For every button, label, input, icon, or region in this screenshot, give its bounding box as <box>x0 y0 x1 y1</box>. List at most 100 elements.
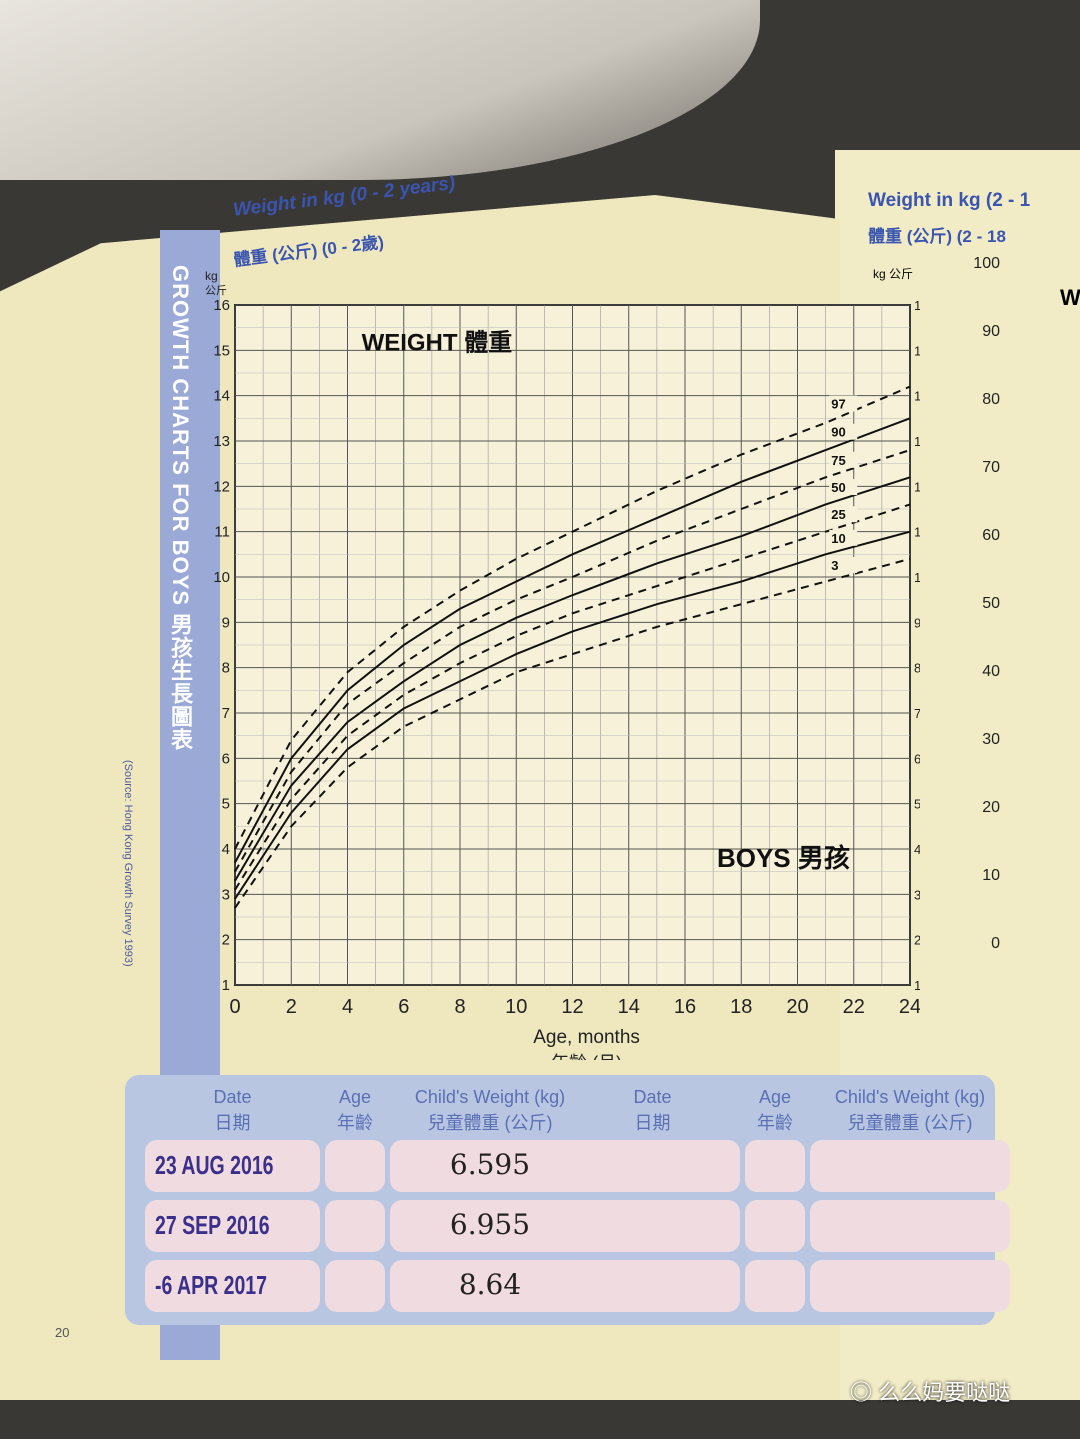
right-unit: kg 公斤 <box>873 267 914 281</box>
x-tick-label: 0 <box>229 996 240 1018</box>
y-tick-label-right: 11 <box>914 525 920 540</box>
y-tick-label-right: 13 <box>914 434 920 449</box>
x-tick-label: 10 <box>505 996 527 1018</box>
source-note: (Source: Hong Kong Growth Survey 1993) <box>122 760 134 967</box>
table-cell[interactable] <box>745 1140 805 1192</box>
y-tick-label: 6 <box>222 750 230 767</box>
table-cell[interactable] <box>390 1200 590 1252</box>
y-tick-label: 10 <box>213 569 230 586</box>
date-stamp: 23 AUG 2016 <box>155 1150 274 1180</box>
right-y-tick: 70 <box>982 459 1000 476</box>
header-age: Age <box>338 1087 372 1107</box>
table-cell[interactable] <box>325 1200 385 1252</box>
table-cell[interactable] <box>390 1140 590 1192</box>
percentile-line-90 <box>234 417 911 864</box>
header-date: Date <box>213 1087 252 1107</box>
x-axis-label-zh: 年齡 (月) <box>551 1053 622 1060</box>
x-axis-label: Age, months <box>533 1027 640 1048</box>
y-tick-label-right: 12 <box>914 479 920 494</box>
handwritten-weight: 8.64 <box>458 1268 522 1301</box>
y-tick-label-right: 8 <box>914 661 920 676</box>
table-cell[interactable] <box>325 1260 385 1312</box>
x-tick-label: 24 <box>899 996 920 1018</box>
percentile-line-97 <box>234 385 911 850</box>
y-tick-label-right: 6 <box>914 751 920 766</box>
table-cell[interactable] <box>565 1200 740 1252</box>
header-zh: 日期 <box>214 1113 251 1133</box>
table-cell[interactable] <box>810 1260 1010 1312</box>
percentile-label-bg <box>829 557 858 573</box>
sidebar-title: GROWTH CHARTS FOR BOYS 男孩生長圖表 <box>168 265 193 752</box>
table-cell[interactable] <box>325 1140 385 1192</box>
right-y-tick: 100 <box>973 255 1000 272</box>
percentile-label-bg <box>829 506 858 523</box>
header-zh: 兒童體重 (公斤) <box>847 1113 973 1133</box>
y-tick-label: 3 <box>222 886 230 903</box>
y-tick-label: 1 <box>222 977 230 994</box>
percentile-label: 25 <box>831 507 845 522</box>
header-weight: Child's Weight (kg) <box>834 1087 986 1107</box>
handwritten-weight: 6.955 <box>449 1208 531 1241</box>
y-tick-label: 11 <box>214 524 230 541</box>
handwritten-weight: 6.595 <box>449 1148 531 1181</box>
x-tick-label: 4 <box>342 996 353 1018</box>
percentile-label-bg <box>829 423 858 440</box>
table-cell[interactable] <box>145 1260 320 1312</box>
y-tick-label: 14 <box>213 388 230 405</box>
y-tick-label-right: 14 <box>914 389 920 404</box>
x-tick-label: 8 <box>454 996 465 1018</box>
y-tick-label-right: 2 <box>914 933 920 948</box>
x-tick-label: 22 <box>843 996 865 1018</box>
table-cell[interactable] <box>390 1260 590 1312</box>
growth-chart: 0 2 4 6 8 10 12 14 16 18 20 22 241 12 23 34 45 56 67 78 89 91… <box>205 269 920 1060</box>
y-tick-label: 12 <box>213 478 230 495</box>
right-y-tick: 60 <box>982 527 1000 544</box>
y-tick-label: 7 <box>222 705 230 722</box>
y-tick-label: 5 <box>222 796 230 813</box>
percentile-label: 10 <box>831 531 845 546</box>
right-y-tick: 20 <box>982 799 1000 816</box>
percentile-label-bg <box>829 529 858 546</box>
y-tick-label: 4 <box>222 841 230 858</box>
table-cell[interactable] <box>745 1200 805 1252</box>
table-cell[interactable] <box>565 1140 740 1192</box>
x-tick-label: 20 <box>786 996 808 1018</box>
table-cell[interactable] <box>745 1260 805 1312</box>
right-y-tick: 10 <box>982 867 1000 884</box>
watermark: ◎ 么么妈要哒哒 <box>850 1380 1011 1405</box>
y-tick-label: 8 <box>222 660 230 677</box>
x-tick-label: 2 <box>286 996 297 1018</box>
header-age: Age <box>758 1087 792 1107</box>
table-cell[interactable] <box>145 1140 320 1192</box>
x-tick-label: 14 <box>618 996 640 1018</box>
header-weight: Child's Weight (kg) <box>414 1087 566 1107</box>
x-tick-label: 18 <box>730 996 752 1018</box>
y-tick-label: 13 <box>213 433 230 450</box>
y-tick-label: 9 <box>222 614 230 631</box>
table-cell[interactable] <box>810 1200 1010 1252</box>
weight-heading: WEIGHT 體重 <box>362 329 513 356</box>
header-zh: 日期 <box>634 1113 671 1133</box>
table-cell[interactable] <box>145 1200 320 1252</box>
percentile-label: 97 <box>831 397 845 412</box>
y-tick-label: 16 <box>213 297 230 314</box>
percentile-label: 50 <box>831 480 845 495</box>
y-axis-unit: kg <box>205 269 218 283</box>
percentile-label: 75 <box>831 453 845 468</box>
right-y-tick: 30 <box>982 731 1000 748</box>
page-number: 20 <box>55 1325 70 1340</box>
right-y-tick: 0 <box>991 935 1000 952</box>
right-y-tick: 50 <box>982 595 1000 612</box>
percentile-line-10 <box>234 530 911 900</box>
header-zh: 年齡 <box>757 1113 793 1133</box>
date-stamp: -6 APR 2017 <box>155 1270 268 1300</box>
table-cell[interactable] <box>810 1140 1010 1192</box>
percentile-label-bg <box>829 395 858 412</box>
percentile-label: 90 <box>831 425 845 440</box>
right-heading: W <box>1060 285 1080 310</box>
percentile-label: 3 <box>831 558 838 573</box>
y-tick-label-right: 1 <box>914 978 920 993</box>
y-tick-label: 2 <box>222 932 230 949</box>
chart-title-en: Weight in kg (0 - 2 years) <box>232 172 457 221</box>
table-cell[interactable] <box>565 1260 740 1312</box>
